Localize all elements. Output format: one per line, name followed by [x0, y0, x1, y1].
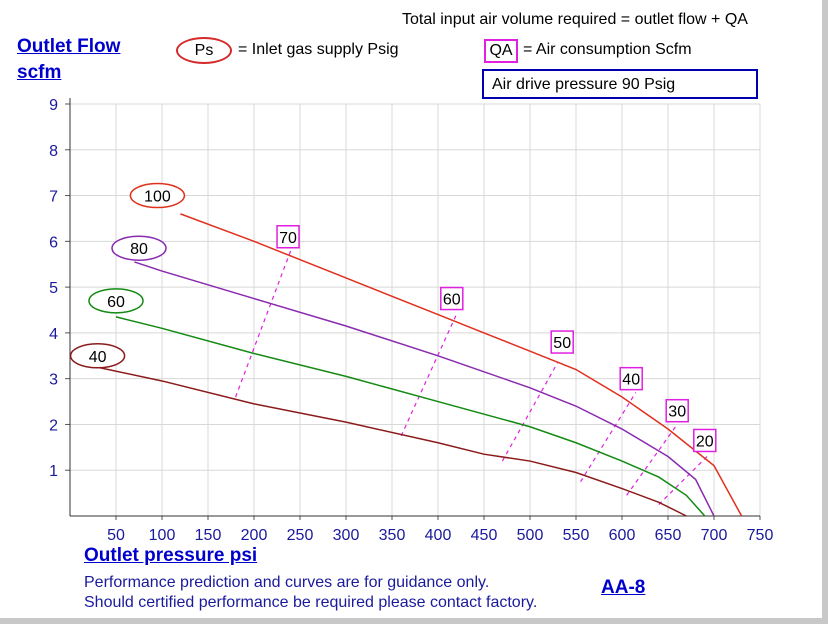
y-tick-label: 1	[49, 463, 58, 480]
qa-label-box-60	[440, 286, 464, 311]
qa-label-20: 20	[696, 433, 714, 450]
qa-label-70: 70	[279, 230, 297, 247]
qa-label-box-40	[619, 366, 643, 391]
qa-line-40	[580, 392, 637, 482]
qa-line-60	[400, 314, 457, 437]
series-line-40	[97, 366, 687, 517]
x-tick-label: 650	[655, 527, 682, 544]
x-tick-label: 200	[241, 527, 268, 544]
air-drive-pressure-box: Air drive pressure 90 Psig	[482, 69, 758, 99]
ps-legend-text: = Inlet gas supply Psig	[238, 41, 399, 58]
qa-label-box-70	[276, 225, 300, 249]
model-label: AA-8	[601, 577, 646, 598]
disclaimer-line2: Should certified performance be required…	[84, 594, 538, 611]
x-tick-label: 300	[333, 527, 360, 544]
qa-line-50	[501, 362, 559, 462]
x-tick-label: 350	[379, 527, 406, 544]
x-tick-label: 550	[563, 527, 590, 544]
series-line-80	[134, 261, 715, 517]
series-label-60: 60	[107, 294, 125, 311]
series-label-oval-60	[88, 288, 144, 314]
x-tick-label: 500	[517, 527, 544, 544]
x-tick-label: 150	[195, 527, 222, 544]
qa-label-30: 30	[668, 404, 686, 421]
y-tick-label: 2	[49, 417, 58, 434]
qa-label-50: 50	[553, 335, 571, 352]
qa-legend-box: QA	[484, 39, 518, 63]
x-tick-label: 400	[425, 527, 452, 544]
x-tick-label: 700	[701, 527, 728, 544]
y-axis-title-line2: scfm	[17, 62, 62, 83]
series-label-oval-100	[129, 182, 186, 209]
ps-legend-oval: Ps	[176, 37, 232, 64]
y-tick-label: 3	[49, 372, 58, 389]
x-tick-label: 600	[609, 527, 636, 544]
disclaimer-line1: Performance prediction and curves are fo…	[84, 574, 490, 591]
x-tick-label: 250	[287, 527, 314, 544]
y-tick-label: 8	[49, 143, 58, 160]
series-line-60	[115, 316, 706, 517]
x-axis-title: Outlet pressure psi	[84, 545, 258, 566]
x-tick-label: 450	[471, 527, 498, 544]
qa-legend-text: = Air consumption Scfm	[523, 41, 692, 58]
series-label-100: 100	[144, 189, 171, 206]
qa-label-box-50	[550, 330, 574, 354]
x-tick-label: 50	[107, 527, 125, 544]
series-label-oval-80	[111, 235, 167, 261]
qa-label-40: 40	[622, 372, 640, 389]
series-line-100	[180, 213, 743, 517]
y-tick-label: 4	[49, 326, 58, 343]
qa-line-30	[626, 424, 678, 496]
series-label-40: 40	[89, 349, 107, 366]
qa-line-20	[658, 453, 710, 505]
total-input-note: Total input air volume required = outlet…	[402, 11, 748, 28]
x-tick-label: 750	[747, 527, 774, 544]
y-tick-label: 9	[49, 97, 58, 114]
y-tick-label: 5	[49, 280, 58, 297]
qa-line-70	[235, 250, 292, 398]
qa-label-60: 60	[443, 292, 461, 309]
y-tick-label: 6	[49, 234, 58, 251]
x-tick-label: 100	[149, 527, 176, 544]
series-label-oval-40	[69, 343, 126, 369]
qa-label-box-30	[665, 398, 689, 423]
y-axis-title-line1: Outlet Flow	[17, 36, 121, 57]
series-label-80: 80	[130, 241, 148, 258]
qa-label-box-20	[693, 428, 717, 453]
y-tick-label: 7	[49, 189, 58, 206]
